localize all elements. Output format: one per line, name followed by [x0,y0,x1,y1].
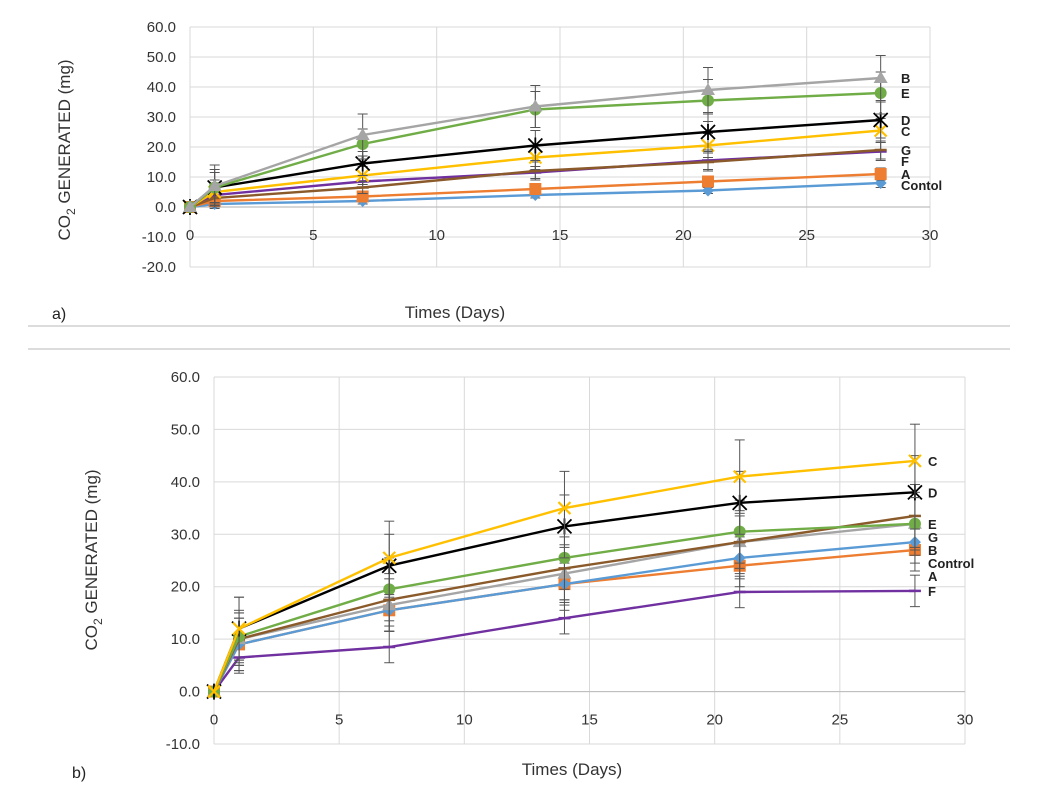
panel-b-y-tick-label: 20.0 [171,579,200,596]
panel-a-x-tick-label: 25 [798,227,815,244]
panel-b-x-axis-title: Times (Days) [522,760,622,779]
panel-b-point-c [557,501,572,515]
panel-b-x-tick-label: 20 [706,712,723,729]
panel-b-y-axis-title-sub: 2 [91,618,105,625]
panel-a-x-tick-label: 30 [922,227,939,244]
panel-a-y-tick-label: 30.0 [147,109,176,126]
panel-b-series-label-d: D [928,485,937,500]
panel-b-series-label-c: C [928,454,938,469]
panel-b-series-c [207,423,922,699]
panel-b-y-tick-label: 0.0 [179,684,200,701]
panel-b-point-c [732,469,747,484]
panel-a-y-axis-title-sub: 2 [64,208,78,215]
panel-b-series-line-c [212,459,916,693]
panel-b-series-label-e: E [928,517,937,532]
panel-a-point-b [701,83,715,95]
panel-b-series-label-g: G [928,530,938,545]
panel-a-point-a [702,175,714,188]
panel-b-grid [213,376,966,745]
panel-a-series-label-a: A [901,167,911,182]
chart-panel-a: a) Times (Days) CO2 GENERATED (mg) -20.0… [52,19,942,323]
panel-b-series-label-b: B [928,543,937,558]
panel-b-y-tick-label: -10.0 [166,736,200,753]
panel-a-x-tick-label: 10 [428,227,445,244]
panel-b-x-tick-label: 25 [831,712,848,729]
panel-a-point-b [528,99,543,112]
panel-b-y-tick-label: 60.0 [171,369,200,386]
panel-a-x-tick-label: 20 [675,227,692,244]
panel-b-series-label-a: A [928,569,938,584]
panel-b-point-c [232,621,246,636]
panel-a-point-b [183,200,197,212]
panel-a-series-label-d: D [901,113,910,128]
panel-b-y-axis-title-rest: GENERATED (mg) [82,469,101,618]
panel-a-series-label-contol: Contol [901,178,942,193]
panel-a-series-b [183,55,888,212]
panel-b-point-c [908,454,922,468]
panel-b-y-tick-label: 40.0 [171,474,200,491]
panel-b-point-c [382,551,397,565]
panel-a-series-label-e: E [901,86,910,101]
panel-a-series-label-b: B [901,71,910,86]
panel-a-y-tick-label: 0.0 [155,199,176,216]
panel-b-y-tick-label: 10.0 [171,631,200,648]
panel-b-x-tick-label: 10 [456,712,473,729]
panel-a-series-line-c [189,129,881,209]
panel-a-point-b [207,179,222,191]
panel-a-y-axis-title-main: CO [55,215,74,241]
panel-a-y-tick-label: 20.0 [147,139,176,156]
panel-b-series-line-control [212,540,916,693]
panel-a-y-tick-label: 60.0 [147,19,176,36]
panel-b-series-line-e [212,522,915,693]
panel-a-x-tick-label: 15 [552,227,569,244]
panel-b-series-label-f: F [928,584,936,599]
panel-b-x-tick-label: 30 [957,712,974,729]
panel-b-y-tick-label: 50.0 [171,421,200,438]
panel-a-x-axis-title: Times (Days) [405,303,505,322]
panel-a-point-d [873,112,889,128]
panel-b-x-tick-label: 15 [581,712,598,729]
panel-a-y-tick-label: 50.0 [147,49,176,66]
chart-panel-b: b) Times (Days) CO2 GENERATED (mg) -10.0… [72,369,974,782]
panel-b-y-tick-label: 30.0 [171,526,200,543]
panel-a-series-label-c: C [901,124,911,139]
panel-a-series-line-g [189,148,881,209]
panel-a-y-tick-label: -10.0 [142,229,176,246]
panel-a-point-b [355,128,370,140]
panel-a-y-axis-title-rest: GENERATED (mg) [55,59,74,208]
panel-a-point-a [874,168,887,180]
panel-b-x-tick-label: 5 [335,712,343,729]
panel-a-y-tick-label: -20.0 [142,259,176,276]
panel-a-series-label-f: F [901,154,909,169]
panel-a-y-tick-label: 10.0 [147,169,176,186]
panel-b-y-axis-title: CO2 GENERATED (mg) [82,469,105,650]
panel-a-point-b [873,71,888,83]
panel-a-point-d [527,137,543,154]
panel-b-label: b) [72,765,86,782]
panel-a-x-tick-label: 0 [186,227,194,244]
panel-b-y-axis-title-main: CO [82,625,101,651]
panel-b-x-tick-label: 0 [210,712,218,729]
panel-a-label: a) [52,306,66,323]
panel-b-point-c [207,684,221,699]
panel-a-point-a [529,183,542,195]
panel-a-x-tick-label: 5 [309,227,317,244]
panel-a-y-axis-title: CO2 GENERATED (mg) [55,59,78,240]
panel-a-y-tick-label: 40.0 [147,79,176,96]
panel-b-series-label-control: Control [928,556,974,571]
panel-a-point-d [700,124,716,140]
panel-a-series-label-g: G [901,143,911,158]
